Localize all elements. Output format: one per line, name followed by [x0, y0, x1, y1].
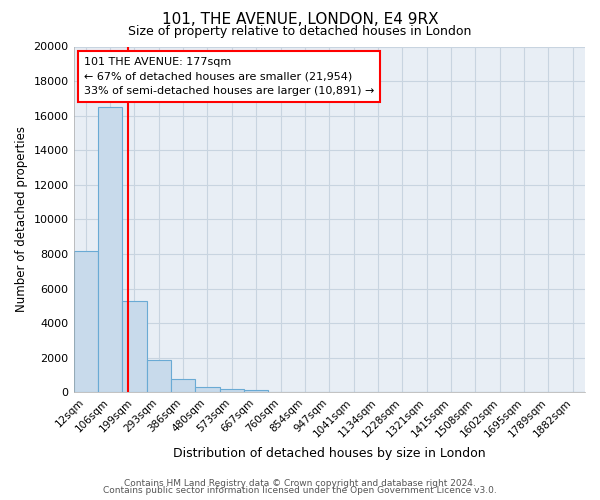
Text: 101 THE AVENUE: 177sqm
← 67% of detached houses are smaller (21,954)
33% of semi: 101 THE AVENUE: 177sqm ← 67% of detached…	[84, 57, 374, 96]
X-axis label: Distribution of detached houses by size in London: Distribution of detached houses by size …	[173, 447, 485, 460]
Bar	[122, 300, 146, 392]
Bar	[196, 386, 220, 392]
Bar	[244, 390, 268, 392]
Text: 101, THE AVENUE, LONDON, E4 9RX: 101, THE AVENUE, LONDON, E4 9RX	[161, 12, 439, 28]
Text: Size of property relative to detached houses in London: Size of property relative to detached ho…	[128, 25, 472, 38]
Bar	[171, 380, 196, 392]
Text: Contains HM Land Registry data © Crown copyright and database right 2024.: Contains HM Land Registry data © Crown c…	[124, 478, 476, 488]
Bar	[146, 360, 171, 392]
Bar	[98, 107, 122, 393]
Bar	[74, 250, 98, 392]
Text: Contains public sector information licensed under the Open Government Licence v3: Contains public sector information licen…	[103, 486, 497, 495]
Bar	[220, 389, 244, 392]
Y-axis label: Number of detached properties: Number of detached properties	[15, 126, 28, 312]
